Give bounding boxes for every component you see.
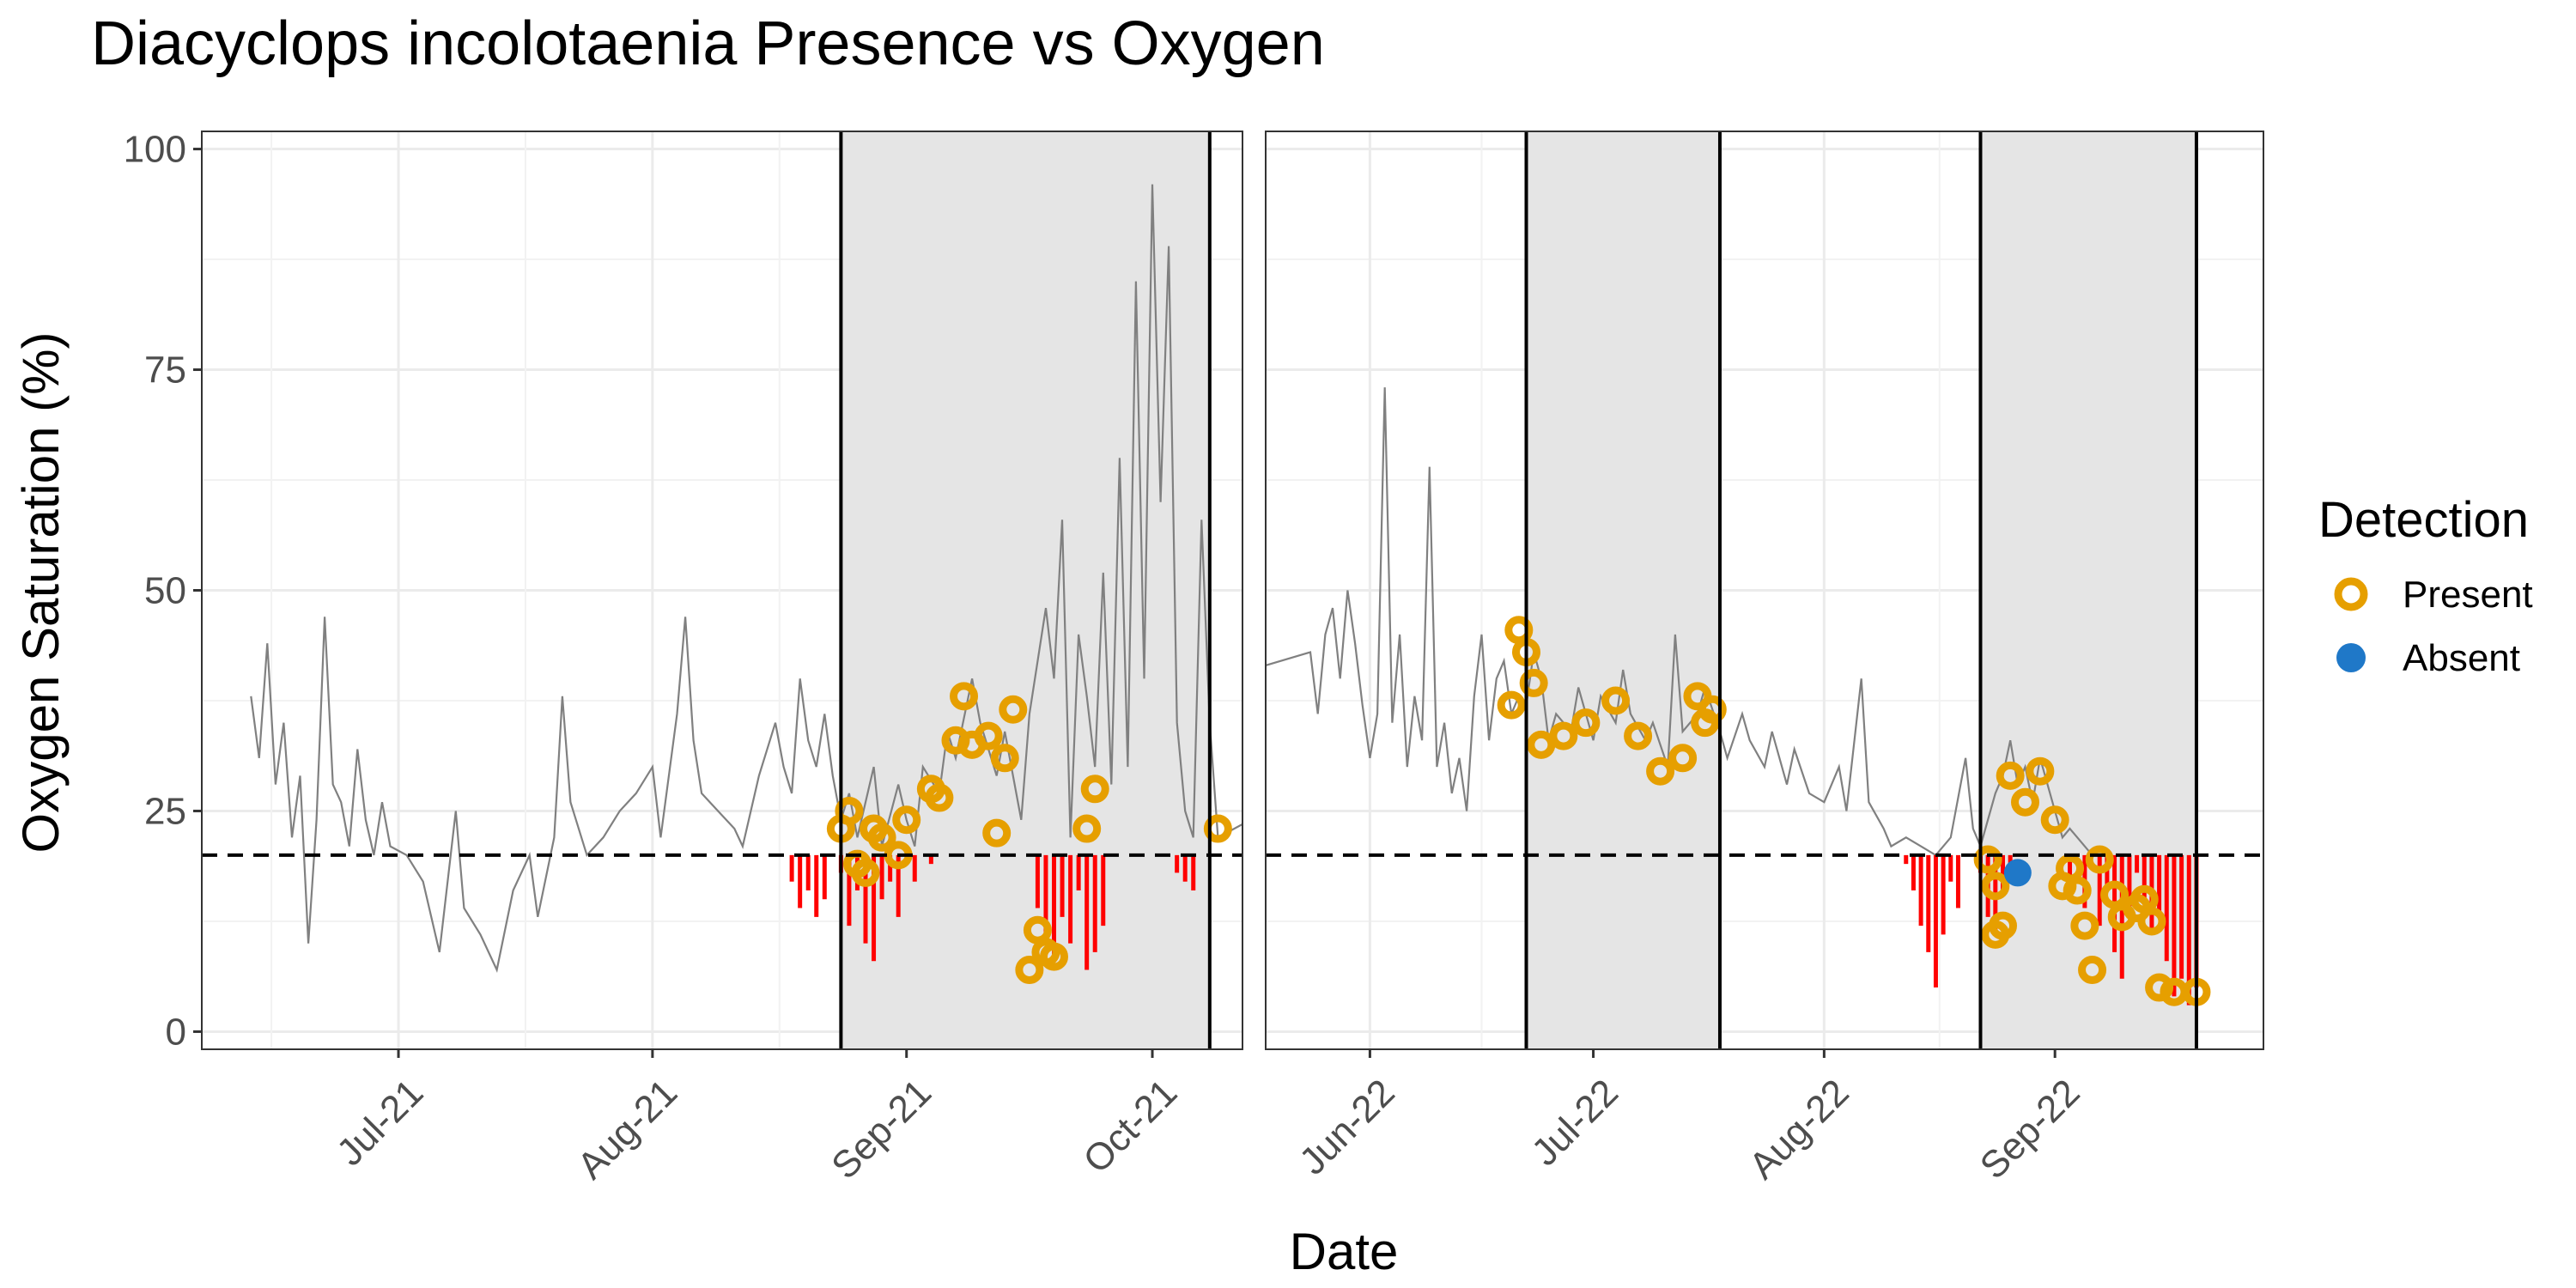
present-point — [2145, 973, 2174, 1002]
present-point — [1040, 942, 1069, 971]
present-point — [1023, 915, 1052, 945]
present-point — [1996, 761, 2025, 790]
present-point — [1203, 814, 1232, 843]
present-point — [851, 858, 880, 887]
present-point — [1668, 744, 1698, 773]
y-axis-title: Oxygen Saturation (%) — [12, 332, 70, 854]
present-point — [2063, 876, 2092, 905]
y-tick-label: 50 — [144, 570, 186, 612]
present-point — [999, 695, 1028, 724]
present-point — [1981, 872, 2010, 901]
legend-absent-marker — [2336, 643, 2366, 672]
present-point — [2040, 805, 2069, 835]
legend-title: Detection — [2318, 492, 2529, 548]
chart-title: Diacyclops incolotaenia Presence vs Oxyg… — [91, 9, 1325, 78]
present-point — [1015, 955, 1044, 984]
legend: Detection Present Absent — [2318, 492, 2533, 679]
present-point — [1519, 668, 1548, 697]
present-point — [1080, 775, 1109, 804]
y-tick-label: 25 — [144, 790, 186, 832]
y-tick-label: 75 — [144, 349, 186, 392]
present-point — [1601, 686, 1631, 715]
panel-border — [1265, 131, 2264, 1050]
shaded-region — [841, 131, 1210, 1049]
panel-data — [1266, 387, 2211, 1006]
present-point — [974, 721, 1003, 750]
present-point — [2137, 907, 2166, 936]
present-point — [2011, 787, 2040, 817]
present-point — [1624, 721, 1653, 750]
present-point — [982, 818, 1012, 848]
present-point — [2026, 756, 2055, 786]
shaded-region — [1526, 131, 1720, 1049]
shaded-region — [1980, 131, 2196, 1049]
panel-border — [201, 131, 1243, 1050]
present-point — [925, 783, 954, 812]
present-point — [950, 682, 979, 711]
y-tick-label: 100 — [124, 129, 186, 171]
oxygen-series-line — [250, 184, 1242, 973]
present-point — [1646, 756, 1675, 786]
x-axis-title: Date — [1290, 1223, 1399, 1280]
present-point — [1549, 721, 1578, 750]
legend-present-marker — [2334, 577, 2368, 611]
absent-point — [2003, 859, 2032, 887]
present-point — [892, 805, 921, 835]
legend-absent-label: Absent — [2403, 637, 2520, 679]
present-point — [2070, 911, 2099, 940]
panel-2: Jun-22 Jul-22 Aug-22 Sep-22 — [1265, 131, 2264, 1188]
present-point — [990, 744, 1019, 773]
panel-1: Jul-21 Aug-21 Sep-21 Oct-21 — [201, 131, 1243, 1188]
present-point — [867, 823, 896, 852]
present-point — [1981, 920, 2010, 949]
y-tick-label: 0 — [166, 1011, 186, 1053]
present-point — [2085, 845, 2114, 874]
present-point — [1698, 695, 1727, 724]
present-point — [835, 796, 864, 825]
legend-present-label: Present — [2403, 574, 2533, 616]
present-point — [2078, 955, 2107, 984]
present-point — [1973, 845, 2002, 874]
chart-panels: 0 25 50 75 100 Jul-21 Aug-21 Sep-21 Oct-21 Jun-22… — [124, 129, 2264, 1188]
present-point — [1497, 690, 1526, 720]
present-point — [1571, 708, 1601, 738]
present-point — [1527, 730, 1556, 759]
present-point — [1072, 814, 1102, 843]
